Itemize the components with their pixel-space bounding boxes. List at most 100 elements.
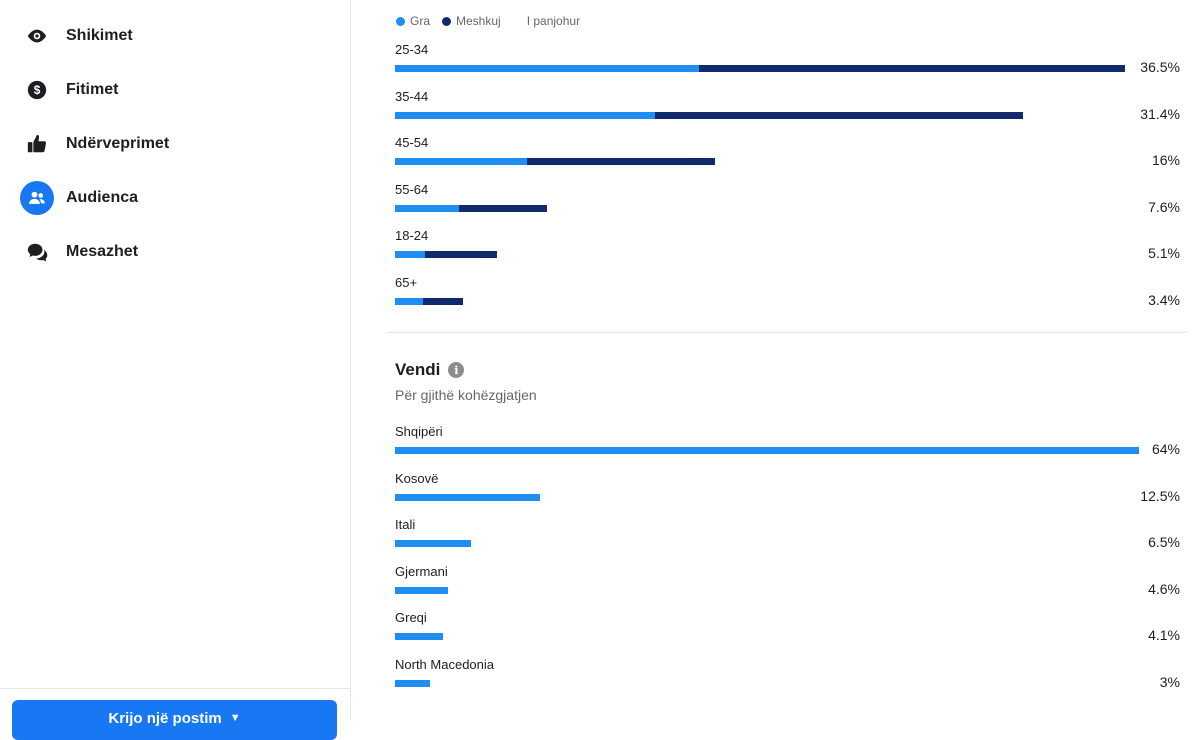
bar-male[interactable]: [655, 111, 1023, 119]
sidebar-item-label: Audienca: [66, 189, 139, 206]
bar-track: [395, 447, 1139, 454]
bar-track: [395, 586, 449, 594]
category-label: North Macedonia: [395, 657, 494, 672]
legend-label: Gra: [410, 14, 431, 28]
category-label: 25-34: [395, 42, 429, 57]
bar-track: [395, 540, 471, 548]
sidebar-item-audienca[interactable]: Audienca: [12, 174, 332, 222]
bar-female[interactable]: [395, 251, 425, 259]
bar-female[interactable]: [395, 298, 423, 305]
section-divider: [387, 332, 1187, 333]
legend-dot-icon: [396, 16, 405, 26]
people-icon: [20, 181, 54, 215]
value-label: 64%: [1151, 441, 1180, 457]
country-title: Vendi: [395, 360, 441, 379]
value-label: 4.6%: [1148, 580, 1180, 597]
value-label: 3%: [1159, 674, 1180, 690]
bar-male[interactable]: [425, 251, 497, 259]
sidebar-item-label: Mesazhet: [66, 243, 139, 260]
bar-track: [395, 65, 1125, 72]
chart-row[interactable]: Gjermani 4.6%: [395, 564, 1190, 610]
bar-country[interactable]: [395, 680, 430, 687]
value-label: 36.5%: [1140, 59, 1180, 75]
bar-male[interactable]: [459, 204, 547, 212]
bar-track: [395, 493, 541, 501]
value-label: 16%: [1151, 152, 1180, 169]
sidebar-item-nderveprimet[interactable]: Ndërveprimet: [12, 120, 332, 168]
value-label: 3.4%: [1148, 292, 1180, 308]
chart-row[interactable]: 18-24 5.1%: [395, 228, 1190, 274]
category-label: 55-64: [395, 181, 429, 197]
category-label: Kosovë: [395, 470, 439, 486]
bar-country[interactable]: [395, 447, 1139, 454]
bar-male[interactable]: [527, 158, 715, 166]
bar-female[interactable]: [395, 158, 527, 166]
create-post-label: Krijo një postim: [108, 710, 222, 727]
sidebar: Shikimet $ Fitimet Ndërveprimet Audienca…: [0, 0, 351, 740]
chart-row[interactable]: Itali 6.5%: [395, 517, 1190, 563]
bar-track: [395, 251, 497, 259]
eye-icon: [20, 19, 54, 53]
bar-country[interactable]: [395, 633, 443, 641]
value-label: 31.4%: [1140, 105, 1180, 122]
chart-row[interactable]: Kosovë 12.5%: [395, 471, 1190, 517]
category-label: Greqi: [395, 610, 427, 626]
value-label: 12.5%: [1140, 487, 1180, 504]
bar-track: [395, 111, 1023, 119]
chart-row[interactable]: 55-64 7.6%: [395, 182, 1190, 228]
bar-male[interactable]: [423, 298, 463, 305]
legend-item-female[interactable]: Gra: [396, 14, 430, 28]
sidebar-item-label: Fitimet: [66, 81, 119, 98]
bar-track: [395, 158, 715, 166]
create-post-button[interactable]: Krijo një postim ▼: [12, 700, 337, 740]
bar-female[interactable]: [395, 204, 459, 212]
bar-track: [395, 633, 443, 641]
bar-track: [395, 680, 430, 687]
bar-female[interactable]: [395, 111, 655, 119]
info-icon[interactable]: i: [448, 362, 465, 378]
value-label: 6.5%: [1148, 534, 1180, 551]
caret-down-icon: ▼: [229, 712, 241, 724]
category-label: Gjermani: [395, 563, 448, 579]
bar-male[interactable]: [699, 65, 1125, 72]
value-label: 4.1%: [1148, 627, 1180, 644]
sidebar-item-shikimet[interactable]: Shikimet: [12, 12, 332, 60]
legend-item-male[interactable]: Meshkuj: [442, 14, 501, 28]
chart-row[interactable]: 65+ 3.4%: [395, 275, 1190, 321]
category-label: 35-44: [395, 88, 429, 104]
legend-item-unknown[interactable]: I panjohur: [527, 14, 580, 28]
category-label: 45-54: [395, 135, 429, 151]
divider: [0, 688, 350, 689]
bar-country[interactable]: [395, 586, 449, 594]
sidebar-item-mesazhet[interactable]: Mesazhet: [12, 228, 332, 276]
chat-bubbles-icon: [20, 235, 54, 269]
bar-country[interactable]: [395, 493, 541, 501]
bar-country[interactable]: [395, 540, 471, 548]
section-subtitle: Për gjithë kohëzgjatjen: [395, 387, 537, 403]
chart-row[interactable]: North Macedonia 3%: [395, 657, 1190, 703]
legend-label: I panjohur: [526, 14, 581, 28]
value-label: 7.6%: [1148, 198, 1180, 215]
legend-label: Meshkuj: [456, 14, 501, 28]
category-label: Itali: [395, 517, 416, 533]
value-label: 5.1%: [1148, 245, 1180, 262]
chart-row[interactable]: 45-54 16%: [395, 135, 1190, 181]
bar-female[interactable]: [395, 65, 699, 72]
chart-row[interactable]: Greqi 4.1%: [395, 610, 1190, 656]
svg-text:$: $: [34, 83, 41, 97]
bar-track: [395, 298, 463, 305]
legend-dot-icon: [442, 16, 452, 26]
thumbs-up-icon: [20, 127, 54, 161]
sidebar-item-label: Shikimet: [66, 27, 133, 44]
category-label: 18-24: [395, 228, 429, 244]
sidebar-item-label: Ndërveprimet: [66, 135, 170, 152]
chart-row[interactable]: 35-44 31.4%: [395, 89, 1190, 135]
chart-row[interactable]: 25-34 36.5%: [395, 42, 1190, 88]
chart-legend: Gra Meshkuj I panjohur: [396, 14, 592, 28]
category-label: Shqipëri: [395, 424, 443, 439]
sidebar-item-fitimet[interactable]: $ Fitimet: [12, 66, 332, 114]
dollar-circle-icon: $: [20, 73, 54, 107]
section-title: Vendi i: [395, 360, 465, 380]
chart-row[interactable]: Shqipëri 64%: [395, 424, 1190, 470]
category-label: 65+: [395, 275, 418, 290]
